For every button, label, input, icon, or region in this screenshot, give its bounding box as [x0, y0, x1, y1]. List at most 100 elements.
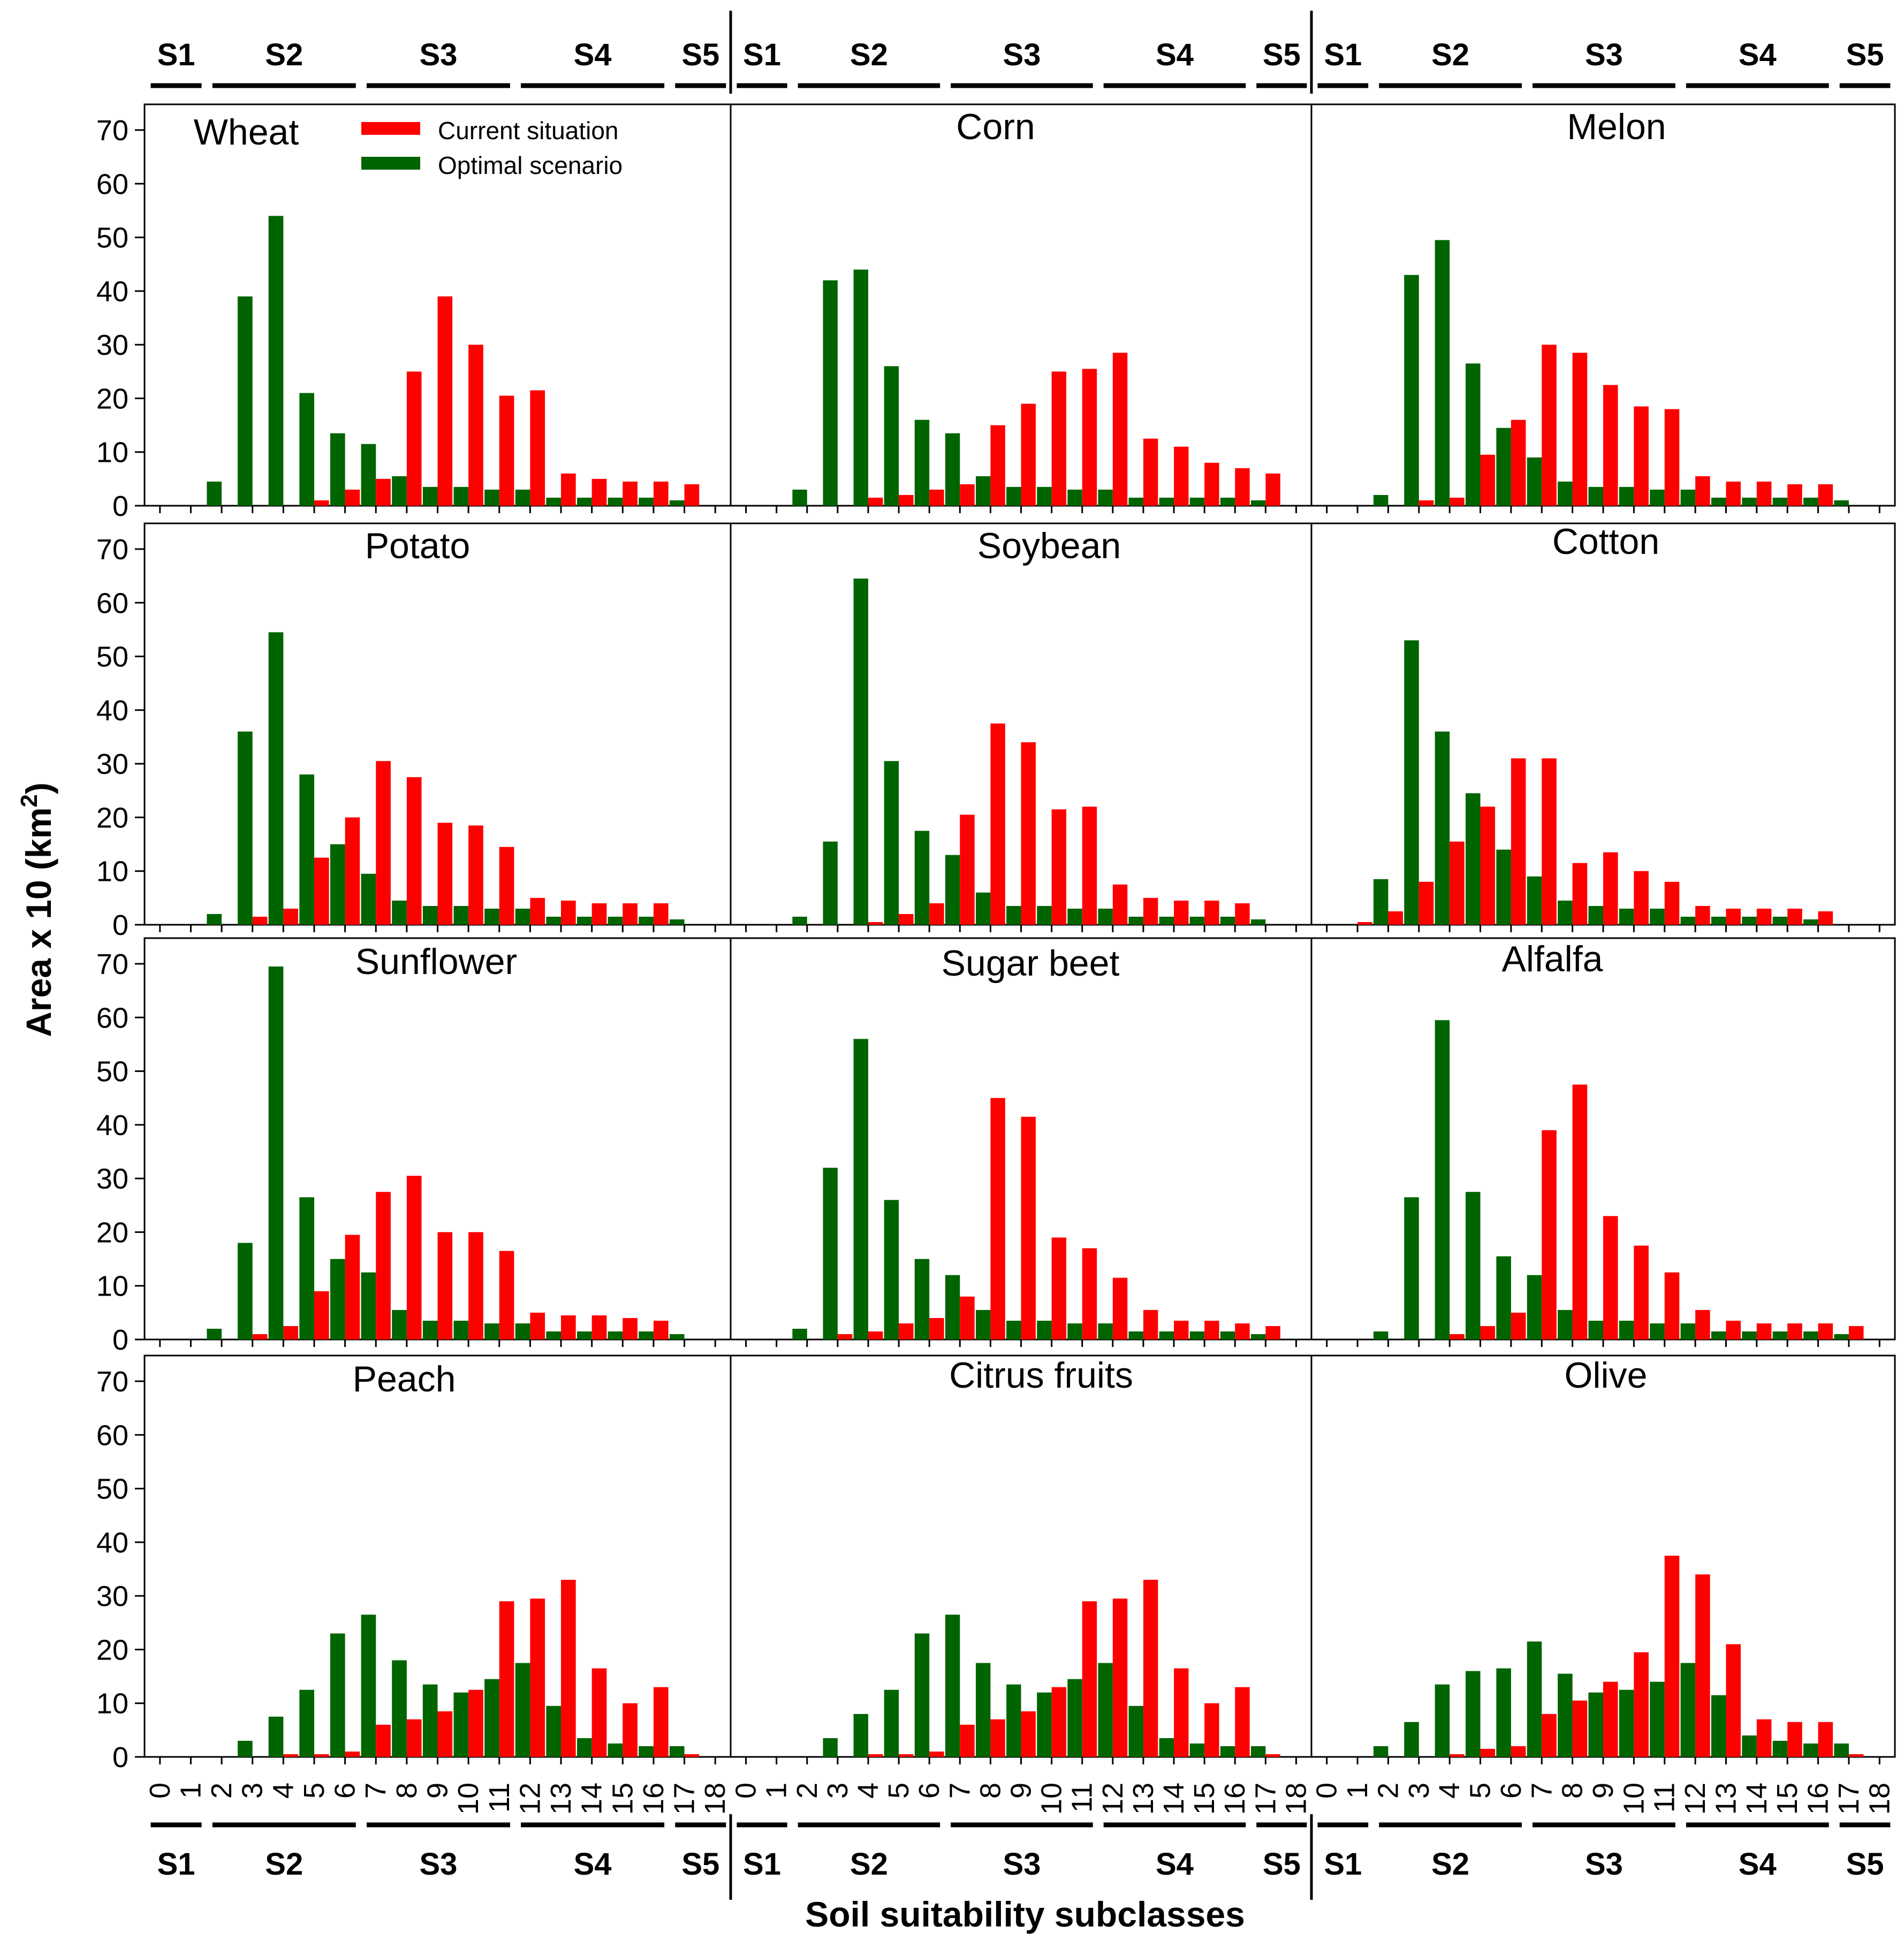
bar-current-sunflower-3: [252, 1334, 268, 1339]
bar-optimal-sugar-beet-4: [853, 1039, 868, 1339]
panel-title-melon: Melon: [1567, 106, 1666, 147]
panel-title-cotton: Cotton: [1552, 521, 1659, 562]
bar-current-melon-7: [1542, 345, 1557, 506]
bar-current-corn-6: [929, 489, 944, 506]
class-label-top-s1: S1: [743, 37, 781, 72]
bar-current-citrus-fruits-6: [929, 1751, 944, 1757]
bar-current-melon-4: [1450, 497, 1465, 506]
bar-optimal-cotton-14: [1742, 916, 1757, 925]
bar-current-sugar-beet-9: [1021, 1116, 1036, 1339]
bar-optimal-olive-8: [1558, 1673, 1573, 1757]
bar-current-sugar-beet-15: [1204, 1320, 1219, 1339]
bar-current-cotton-6: [1511, 758, 1526, 925]
bar-current-soybean-5: [899, 914, 914, 925]
bar-current-alfalfa-16: [1818, 1323, 1833, 1339]
bar-optimal-corn-4: [853, 269, 868, 506]
bar-optimal-potato-6: [330, 844, 345, 925]
bar-current-olive-13: [1726, 1644, 1741, 1757]
bar-optimal-sunflower-12: [515, 1323, 530, 1339]
x-tick-label: 0: [144, 1783, 176, 1799]
bar-optimal-olive-4: [1435, 1684, 1450, 1757]
x-tick-label: 13: [545, 1783, 577, 1815]
bar-optimal-olive-15: [1772, 1740, 1788, 1757]
bar-optimal-cotton-6: [1496, 849, 1511, 925]
bar-current-corn-8: [990, 425, 1005, 506]
bar-optimal-melon-7: [1527, 457, 1542, 506]
bar-optimal-peach-17: [669, 1746, 685, 1757]
class-label-bottom-s2: S2: [850, 1847, 888, 1882]
bar-optimal-sugar-beet-17: [1250, 1334, 1266, 1339]
bar-current-alfalfa-5: [1480, 1326, 1496, 1339]
bar-current-cotton-2: [1388, 911, 1403, 925]
class-label-top-s4: S4: [1739, 37, 1777, 72]
bar-current-alfalfa-7: [1542, 1130, 1557, 1339]
bar-current-soybean-14: [1174, 900, 1189, 925]
bar-current-alfalfa-6: [1511, 1312, 1526, 1339]
x-tick-label: 14: [576, 1783, 608, 1815]
y-tick-label: 40: [96, 1527, 128, 1559]
x-tick-label: 15: [1188, 1783, 1220, 1815]
bar-current-citrus-fruits-17: [1265, 1754, 1280, 1757]
bar-current-olive-5: [1480, 1748, 1496, 1757]
bar-optimal-sugar-beet-13: [1128, 1331, 1143, 1339]
bar-optimal-potato-11: [484, 908, 499, 925]
bar-optimal-olive-10: [1619, 1689, 1634, 1757]
bar-optimal-cotton-10: [1619, 908, 1634, 925]
x-tick-label: 6: [913, 1783, 945, 1799]
x-tick-label: 2: [1372, 1783, 1404, 1799]
x-tick-label: 8: [974, 1783, 1006, 1799]
bar-current-sugar-beet-12: [1112, 1277, 1128, 1339]
bar-optimal-alfalfa-8: [1558, 1310, 1573, 1339]
y-tick-label: 10: [96, 1270, 128, 1303]
x-tick-label: 1: [175, 1783, 207, 1799]
bar-current-peach-17: [684, 1754, 700, 1757]
bar-optimal-wheat-12: [515, 489, 530, 506]
class-label-bottom-s3: S3: [1003, 1847, 1041, 1882]
bar-optimal-corn-15: [1189, 497, 1205, 506]
x-tick-label: 1: [761, 1783, 793, 1799]
bar-current-olive-8: [1572, 1700, 1588, 1757]
bar-current-potato-7: [376, 761, 391, 925]
bar-optimal-citrus-fruits-15: [1189, 1743, 1205, 1757]
panel-title-potato: Potato: [365, 526, 471, 566]
bar-current-olive-4: [1450, 1754, 1465, 1757]
bar-current-soybean-13: [1143, 897, 1158, 925]
class-label-bottom-s1: S1: [157, 1847, 195, 1882]
bar-current-corn-14: [1174, 446, 1189, 506]
bar-optimal-sunflower-15: [608, 1331, 623, 1339]
x-tick-label: 15: [1771, 1783, 1803, 1815]
bar-current-olive-11: [1664, 1555, 1680, 1757]
bar-optimal-alfalfa-14: [1742, 1331, 1757, 1339]
bar-current-peach-13: [561, 1580, 576, 1757]
bar-current-cotton-11: [1664, 881, 1680, 925]
bar-optimal-wheat-16: [639, 497, 654, 506]
class-label-bottom-s4: S4: [1739, 1847, 1777, 1882]
bar-optimal-melon-10: [1619, 486, 1634, 506]
x-tick-label: 3: [1403, 1783, 1435, 1799]
bar-optimal-sunflower-17: [669, 1334, 685, 1339]
bar-optimal-soybean-9: [1006, 905, 1021, 925]
bar-current-citrus-fruits-15: [1204, 1703, 1219, 1757]
bar-optimal-olive-6: [1496, 1668, 1511, 1757]
bar-optimal-potato-17: [669, 919, 685, 925]
bar-optimal-citrus-fruits-6: [914, 1633, 930, 1757]
bar-current-melon-15: [1787, 484, 1802, 506]
bar-current-corn-9: [1021, 404, 1036, 506]
bar-current-peach-4: [283, 1754, 299, 1757]
x-tick-label: 9: [422, 1783, 454, 1799]
bar-optimal-alfalfa-2: [1373, 1331, 1389, 1339]
bar-current-citrus-fruits-12: [1112, 1599, 1128, 1757]
bar-current-citrus-fruits-11: [1082, 1601, 1097, 1757]
bar-optimal-citrus-fruits-16: [1220, 1746, 1235, 1757]
class-label-bottom-s5: S5: [1846, 1847, 1884, 1882]
bar-optimal-olive-9: [1588, 1692, 1603, 1757]
bar-optimal-sugar-beet-2: [792, 1328, 807, 1339]
bar-optimal-cotton-8: [1558, 900, 1573, 925]
class-label-bottom-s5: S5: [681, 1847, 719, 1882]
y-tick-label: 30: [96, 748, 128, 780]
y-tick-label: 0: [112, 1741, 128, 1773]
y-tick-label: 70: [96, 115, 128, 147]
bar-optimal-olive-12: [1680, 1663, 1696, 1757]
bar-optimal-cotton-3: [1404, 640, 1419, 925]
bar-optimal-sugar-beet-7: [945, 1275, 960, 1339]
